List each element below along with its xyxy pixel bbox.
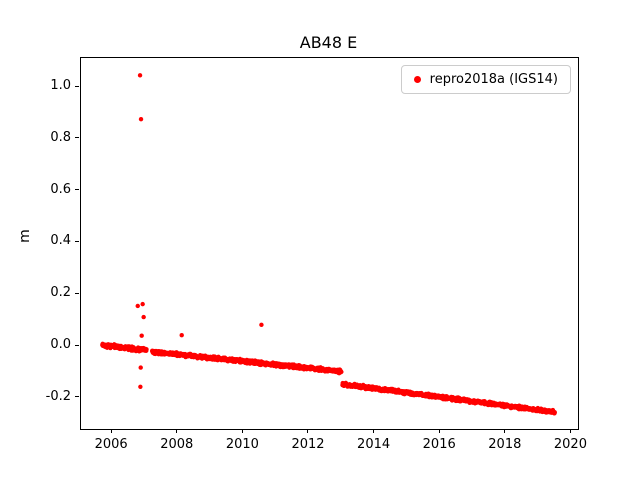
y-tick-label: 0.4	[50, 233, 71, 249]
x-tick-label: 2016	[422, 437, 456, 452]
x-tick-label: 2014	[357, 437, 391, 452]
legend-label: repro2018a (IGS14)	[429, 72, 558, 87]
y-tick-mark	[75, 137, 79, 139]
y-tick-mark	[75, 344, 79, 346]
y-tick-mark	[75, 396, 79, 398]
y-tick-label: 0.6	[50, 181, 71, 197]
x-tick-mark	[110, 429, 112, 433]
y-tick-label: 1.0	[50, 78, 71, 94]
legend-marker-icon	[413, 76, 421, 83]
y-tick-mark	[75, 85, 79, 87]
y-tick-mark	[75, 240, 79, 242]
y-tick-label: 0.2	[50, 285, 71, 301]
x-tick-label: 2010	[225, 437, 259, 452]
y-tick-label: -0.2	[45, 388, 71, 404]
scatter-points	[100, 73, 557, 416]
x-tick-mark	[569, 429, 571, 433]
y-tick-label: 0.0	[50, 337, 71, 353]
legend: repro2018a (IGS14)	[400, 65, 571, 94]
x-tick-mark	[373, 429, 375, 433]
x-tick-label: 2006	[94, 437, 128, 452]
y-tick-label: 0.8	[50, 129, 71, 145]
x-tick-label: 2018	[488, 437, 522, 452]
x-tick-mark	[504, 429, 506, 433]
plot-area: repro2018a (IGS14)	[80, 57, 579, 430]
x-tick-mark	[438, 429, 440, 433]
y-tick-mark	[75, 189, 79, 191]
x-tick-label: 2008	[160, 437, 194, 452]
y-tick-mark	[75, 292, 79, 294]
x-tick-label: 2012	[291, 437, 325, 452]
x-tick-label: 2020	[553, 437, 587, 452]
chart-title: AB48 E	[299, 33, 358, 52]
x-tick-mark	[241, 429, 243, 433]
x-tick-mark	[307, 429, 309, 433]
x-tick-mark	[176, 429, 178, 433]
